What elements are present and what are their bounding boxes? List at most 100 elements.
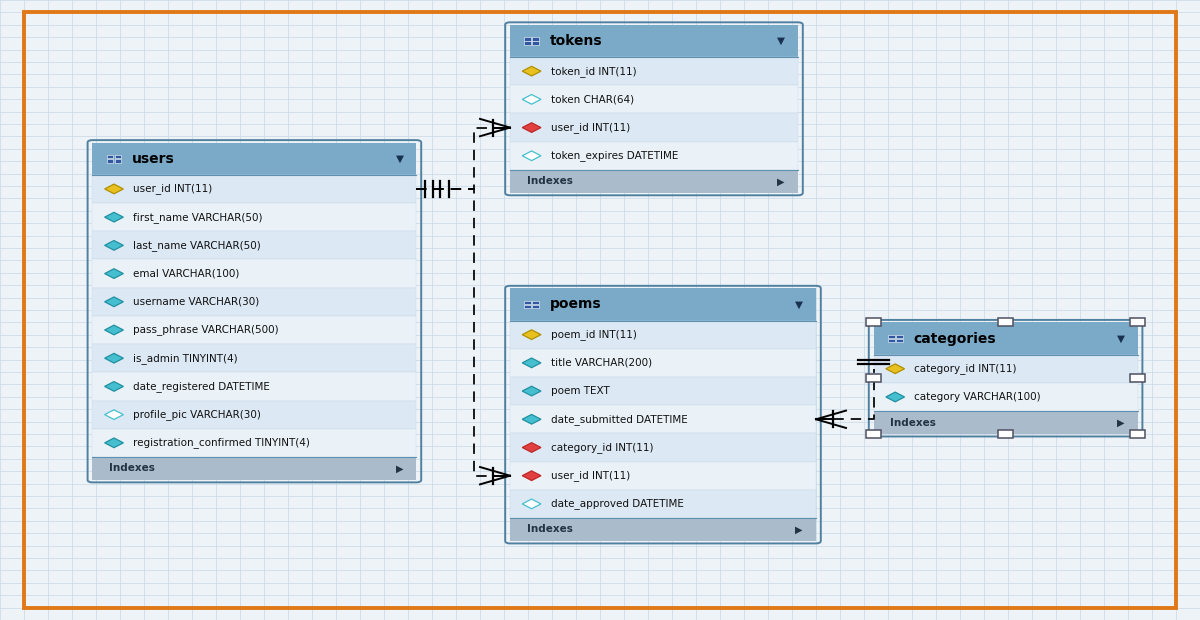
- Bar: [524, 42, 530, 45]
- Text: Indexes: Indexes: [527, 525, 572, 534]
- Bar: [1130, 430, 1145, 438]
- Bar: [896, 339, 902, 342]
- Bar: [510, 288, 816, 321]
- Bar: [533, 301, 539, 304]
- Bar: [510, 142, 798, 170]
- Bar: [510, 377, 816, 405]
- Polygon shape: [104, 381, 124, 391]
- Text: ▼: ▼: [778, 36, 785, 46]
- Text: date_submitted DATETIME: date_submitted DATETIME: [551, 414, 688, 425]
- Text: is_admin TINYINT(4): is_admin TINYINT(4): [133, 353, 238, 364]
- Text: poems: poems: [550, 298, 601, 311]
- Polygon shape: [886, 364, 905, 374]
- Bar: [510, 113, 798, 142]
- Text: ▶: ▶: [778, 176, 785, 187]
- Polygon shape: [104, 241, 124, 250]
- Bar: [92, 429, 416, 457]
- Text: tokens: tokens: [550, 34, 602, 48]
- Bar: [107, 155, 114, 158]
- Text: first_name VARCHAR(50): first_name VARCHAR(50): [133, 211, 263, 223]
- Bar: [510, 57, 798, 85]
- Bar: [92, 372, 416, 401]
- Bar: [107, 159, 114, 162]
- Bar: [874, 355, 1138, 383]
- Text: user_id INT(11): user_id INT(11): [551, 470, 630, 481]
- Bar: [866, 374, 882, 382]
- Bar: [510, 288, 816, 541]
- Text: ▶: ▶: [796, 525, 803, 534]
- Bar: [510, 25, 798, 193]
- Bar: [92, 143, 416, 480]
- Bar: [874, 411, 1138, 434]
- Text: token_expires DATETIME: token_expires DATETIME: [551, 150, 678, 161]
- Bar: [510, 349, 816, 377]
- Text: date_approved DATETIME: date_approved DATETIME: [551, 498, 684, 510]
- Text: category_id INT(11): category_id INT(11): [551, 442, 653, 453]
- Text: registration_confirmed TINYINT(4): registration_confirmed TINYINT(4): [133, 437, 310, 448]
- Bar: [524, 305, 530, 308]
- Bar: [510, 461, 816, 490]
- Bar: [92, 401, 416, 429]
- Bar: [510, 25, 798, 57]
- Text: ▶: ▶: [396, 463, 403, 474]
- Polygon shape: [522, 151, 541, 161]
- Bar: [533, 305, 539, 308]
- Bar: [92, 344, 416, 372]
- Polygon shape: [522, 358, 541, 368]
- Bar: [510, 321, 816, 349]
- Polygon shape: [104, 212, 124, 222]
- Bar: [896, 335, 902, 338]
- Bar: [888, 335, 894, 338]
- Bar: [524, 37, 530, 40]
- Bar: [92, 288, 416, 316]
- Text: poem TEXT: poem TEXT: [551, 386, 610, 396]
- Text: pass_phrase VARCHAR(500): pass_phrase VARCHAR(500): [133, 324, 278, 335]
- Polygon shape: [522, 443, 541, 453]
- Bar: [866, 319, 882, 326]
- Bar: [115, 159, 121, 162]
- Text: users: users: [132, 152, 175, 166]
- Text: user_id INT(11): user_id INT(11): [133, 184, 212, 195]
- Text: ▼: ▼: [396, 154, 403, 164]
- Polygon shape: [104, 268, 124, 278]
- Bar: [524, 301, 530, 304]
- Bar: [866, 430, 882, 438]
- Bar: [115, 155, 121, 158]
- Text: ▼: ▼: [1117, 334, 1124, 343]
- Text: ▶: ▶: [1117, 417, 1124, 428]
- Bar: [510, 405, 816, 433]
- Polygon shape: [104, 297, 124, 307]
- Text: token CHAR(64): token CHAR(64): [551, 94, 634, 104]
- Bar: [92, 260, 416, 288]
- Bar: [92, 231, 416, 259]
- Polygon shape: [522, 66, 541, 76]
- Bar: [1130, 374, 1145, 382]
- Text: token_id INT(11): token_id INT(11): [551, 66, 636, 77]
- Bar: [998, 319, 1014, 326]
- Text: poem_id INT(11): poem_id INT(11): [551, 329, 637, 340]
- Text: user_id INT(11): user_id INT(11): [551, 122, 630, 133]
- Bar: [92, 203, 416, 231]
- Text: Indexes: Indexes: [527, 176, 572, 187]
- Bar: [533, 42, 539, 45]
- Text: username VARCHAR(30): username VARCHAR(30): [133, 297, 259, 307]
- Bar: [1130, 319, 1145, 326]
- Polygon shape: [522, 499, 541, 509]
- Polygon shape: [886, 392, 905, 402]
- Polygon shape: [522, 94, 541, 104]
- Polygon shape: [104, 438, 124, 448]
- Text: profile_pic VARCHAR(30): profile_pic VARCHAR(30): [133, 409, 262, 420]
- Bar: [533, 37, 539, 40]
- Text: Indexes: Indexes: [890, 417, 936, 428]
- Polygon shape: [104, 325, 124, 335]
- Bar: [92, 175, 416, 203]
- Bar: [510, 490, 816, 518]
- Text: category_id INT(11): category_id INT(11): [914, 363, 1016, 374]
- Bar: [874, 322, 1138, 434]
- Bar: [510, 433, 816, 461]
- Text: ▼: ▼: [796, 299, 803, 309]
- Bar: [888, 339, 894, 342]
- Bar: [510, 85, 798, 113]
- Polygon shape: [104, 353, 124, 363]
- Polygon shape: [522, 123, 541, 133]
